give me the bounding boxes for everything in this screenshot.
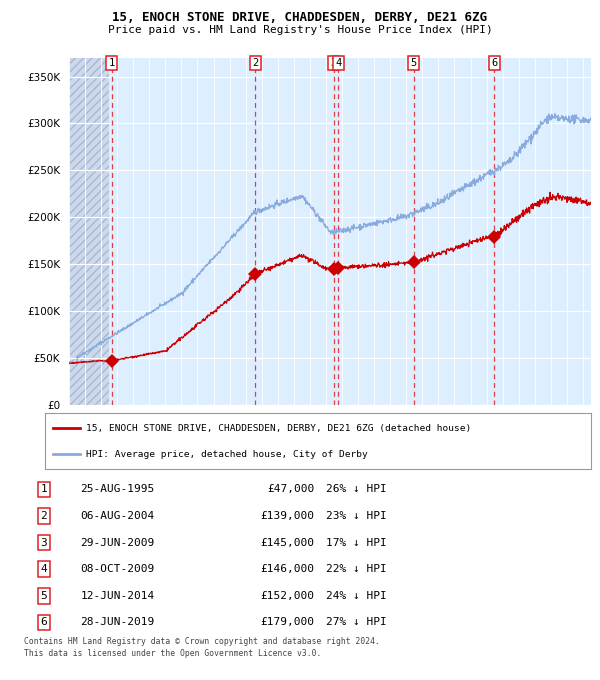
Bar [69, 58, 109, 405]
Text: 1: 1 [109, 58, 115, 68]
Text: 26% ↓ HPI: 26% ↓ HPI [326, 484, 386, 494]
Text: £152,000: £152,000 [260, 591, 314, 601]
Text: 23% ↓ HPI: 23% ↓ HPI [326, 511, 386, 521]
Text: 6: 6 [491, 58, 497, 68]
Text: £146,000: £146,000 [260, 564, 314, 574]
Text: 25-AUG-1995: 25-AUG-1995 [80, 484, 155, 494]
Text: 06-AUG-2004: 06-AUG-2004 [80, 511, 155, 521]
Text: 4: 4 [41, 564, 47, 574]
Text: 3: 3 [331, 58, 337, 68]
Text: HPI: Average price, detached house, City of Derby: HPI: Average price, detached house, City… [86, 449, 368, 458]
Text: 3: 3 [41, 538, 47, 547]
Text: 24% ↓ HPI: 24% ↓ HPI [326, 591, 386, 601]
Text: 15, ENOCH STONE DRIVE, CHADDESDEN, DERBY, DE21 6ZG (detached house): 15, ENOCH STONE DRIVE, CHADDESDEN, DERBY… [86, 424, 471, 433]
Text: 12-JUN-2014: 12-JUN-2014 [80, 591, 155, 601]
Text: 2: 2 [41, 511, 47, 521]
Bar [69, 58, 109, 405]
Text: 5: 5 [410, 58, 416, 68]
Text: 4: 4 [335, 58, 341, 68]
Text: Price paid vs. HM Land Registry's House Price Index (HPI): Price paid vs. HM Land Registry's House … [107, 25, 493, 35]
Text: 17% ↓ HPI: 17% ↓ HPI [326, 538, 386, 547]
Text: 15, ENOCH STONE DRIVE, CHADDESDEN, DERBY, DE21 6ZG: 15, ENOCH STONE DRIVE, CHADDESDEN, DERBY… [113, 11, 487, 24]
Text: 08-OCT-2009: 08-OCT-2009 [80, 564, 155, 574]
Text: £139,000: £139,000 [260, 511, 314, 521]
Text: £145,000: £145,000 [260, 538, 314, 547]
Text: 22% ↓ HPI: 22% ↓ HPI [326, 564, 386, 574]
Text: 1: 1 [41, 484, 47, 494]
Text: 27% ↓ HPI: 27% ↓ HPI [326, 617, 386, 628]
Text: 2: 2 [252, 58, 259, 68]
Text: 5: 5 [41, 591, 47, 601]
Text: 29-JUN-2009: 29-JUN-2009 [80, 538, 155, 547]
Text: Contains HM Land Registry data © Crown copyright and database right 2024.: Contains HM Land Registry data © Crown c… [24, 637, 380, 646]
Text: £179,000: £179,000 [260, 617, 314, 628]
Text: 28-JUN-2019: 28-JUN-2019 [80, 617, 155, 628]
Text: 6: 6 [41, 617, 47, 628]
Text: £47,000: £47,000 [268, 484, 314, 494]
Text: This data is licensed under the Open Government Licence v3.0.: This data is licensed under the Open Gov… [24, 649, 322, 658]
